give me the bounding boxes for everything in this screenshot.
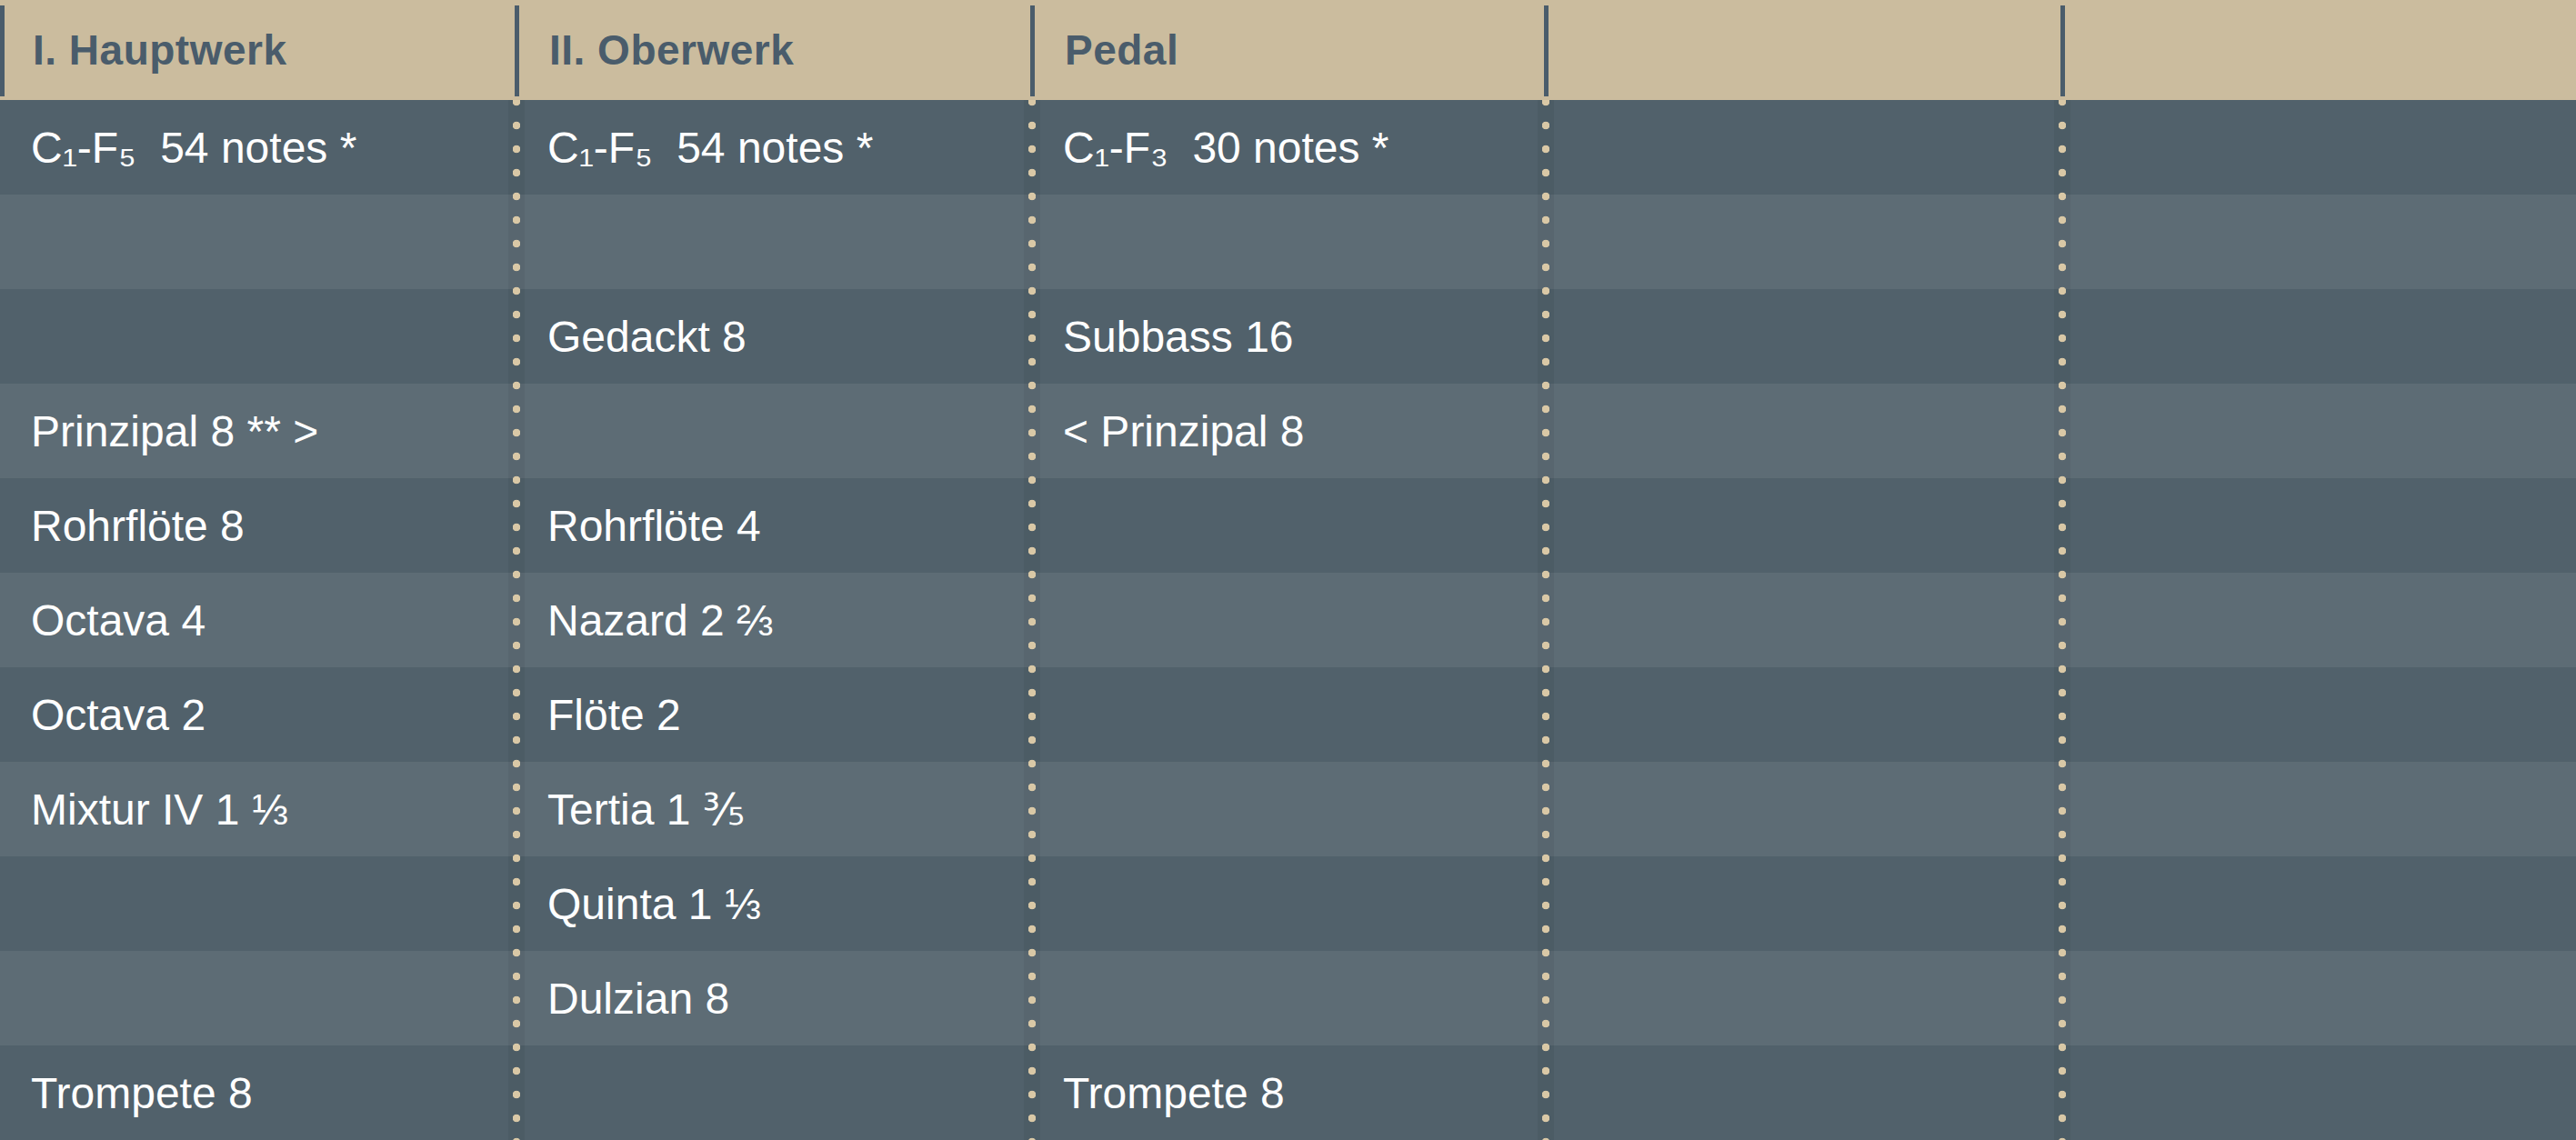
stop-cell bbox=[1546, 100, 2062, 195]
stop-cell bbox=[2062, 856, 2576, 951]
column-header-empty-1 bbox=[1546, 0, 2062, 100]
stop-cell: Octava 4 bbox=[0, 573, 516, 667]
stop-cell bbox=[1032, 478, 1546, 573]
stop-cell bbox=[1032, 573, 1546, 667]
stop-cell: C₁-F₅ 54 notes * bbox=[0, 100, 516, 195]
stop-cell bbox=[516, 1045, 1032, 1140]
separator-dots bbox=[513, 100, 520, 1140]
stop-cell bbox=[2062, 667, 2576, 762]
table-row: Gedackt 8 Subbass 16 bbox=[0, 289, 2576, 384]
stop-cell bbox=[0, 289, 516, 384]
table-row: Octava 2 Flöte 2 bbox=[0, 667, 2576, 762]
stop-cell bbox=[2062, 289, 2576, 384]
stop-cell bbox=[1546, 951, 2062, 1045]
stop-cell bbox=[1546, 573, 2062, 667]
table-row: Dulzian 8 bbox=[0, 951, 2576, 1045]
stop-cell bbox=[1546, 195, 2062, 289]
stop-cell bbox=[516, 384, 1032, 478]
stop-cell bbox=[2062, 100, 2576, 195]
stop-cell bbox=[2062, 384, 2576, 478]
stop-cell bbox=[1546, 1045, 2062, 1140]
stop-cell bbox=[1032, 762, 1546, 856]
stop-cell bbox=[1546, 478, 2062, 573]
stop-cell bbox=[2062, 951, 2576, 1045]
stop-cell bbox=[1032, 951, 1546, 1045]
table-row: Prinzipal 8 ** > < Prinzipal 8 bbox=[0, 384, 2576, 478]
stop-cell bbox=[2062, 195, 2576, 289]
stop-cell bbox=[1546, 762, 2062, 856]
stop-cell bbox=[1546, 289, 2062, 384]
stop-cell bbox=[516, 195, 1032, 289]
stop-cell bbox=[0, 195, 516, 289]
table-body: C₁-F₅ 54 notes * C₁-F₅ 54 notes * C₁-F₃ … bbox=[0, 100, 2576, 1140]
table-row: Octava 4 Nazard 2 ⅔ bbox=[0, 573, 2576, 667]
stop-cell bbox=[1032, 856, 1546, 951]
header-divider-line bbox=[1544, 5, 1549, 96]
column-header-oberwerk: II. Oberwerk bbox=[516, 0, 1032, 100]
stop-cell: Flöte 2 bbox=[516, 667, 1032, 762]
stop-cell: C₁-F₅ 54 notes * bbox=[516, 100, 1032, 195]
table-row: C₁-F₅ 54 notes * C₁-F₅ 54 notes * C₁-F₃ … bbox=[0, 100, 2576, 195]
table-row: Rohrflöte 8 Rohrflöte 4 bbox=[0, 478, 2576, 573]
stop-cell: Tertia 1 ⅗ bbox=[516, 762, 1032, 856]
table-header-row: I. Hauptwerk II. Oberwerk Pedal bbox=[0, 0, 2576, 100]
header-divider-line bbox=[0, 5, 5, 96]
stop-cell bbox=[1032, 667, 1546, 762]
stop-cell: Mixtur IV 1 ⅓ bbox=[0, 762, 516, 856]
stop-cell bbox=[2062, 573, 2576, 667]
separator-dots bbox=[1028, 100, 1036, 1140]
stop-cell: Octava 2 bbox=[0, 667, 516, 762]
header-divider-line bbox=[515, 5, 519, 96]
stop-cell: Trompete 8 bbox=[0, 1045, 516, 1140]
stop-cell: Subbass 16 bbox=[1032, 289, 1546, 384]
stop-cell: Quinta 1 ⅓ bbox=[516, 856, 1032, 951]
stop-cell bbox=[0, 856, 516, 951]
stop-cell: Prinzipal 8 ** > bbox=[0, 384, 516, 478]
stop-cell bbox=[2062, 1045, 2576, 1140]
stop-cell: C₁-F₃ 30 notes * bbox=[1032, 100, 1546, 195]
table-row: Quinta 1 ⅓ bbox=[0, 856, 2576, 951]
separator-dots bbox=[1542, 100, 1549, 1140]
stop-cell: Trompete 8 bbox=[1032, 1045, 1546, 1140]
stop-cell bbox=[1546, 667, 2062, 762]
stop-cell: Dulzian 8 bbox=[516, 951, 1032, 1045]
column-header-hauptwerk: I. Hauptwerk bbox=[0, 0, 516, 100]
organ-disposition-table: I. Hauptwerk II. Oberwerk Pedal C₁-F₅ 54… bbox=[0, 0, 2576, 1140]
header-divider-line bbox=[2060, 5, 2065, 96]
header-divider-line bbox=[1030, 5, 1035, 96]
stop-cell bbox=[1546, 384, 2062, 478]
separator-dots bbox=[2059, 100, 2066, 1140]
table-row: Trompete 8 Trompete 8 bbox=[0, 1045, 2576, 1140]
stop-cell bbox=[0, 951, 516, 1045]
stop-cell: Nazard 2 ⅔ bbox=[516, 573, 1032, 667]
column-header-empty-2 bbox=[2062, 0, 2576, 100]
stop-cell: Rohrflöte 8 bbox=[0, 478, 516, 573]
stop-cell bbox=[2062, 762, 2576, 856]
stop-cell bbox=[1546, 856, 2062, 951]
stop-cell: Gedackt 8 bbox=[516, 289, 1032, 384]
stop-cell: < Prinzipal 8 bbox=[1032, 384, 1546, 478]
table-row: Mixtur IV 1 ⅓ Tertia 1 ⅗ bbox=[0, 762, 2576, 856]
stop-cell bbox=[1032, 195, 1546, 289]
stop-cell: Rohrflöte 4 bbox=[516, 478, 1032, 573]
stop-cell bbox=[2062, 478, 2576, 573]
column-header-pedal: Pedal bbox=[1032, 0, 1546, 100]
table-row bbox=[0, 195, 2576, 289]
